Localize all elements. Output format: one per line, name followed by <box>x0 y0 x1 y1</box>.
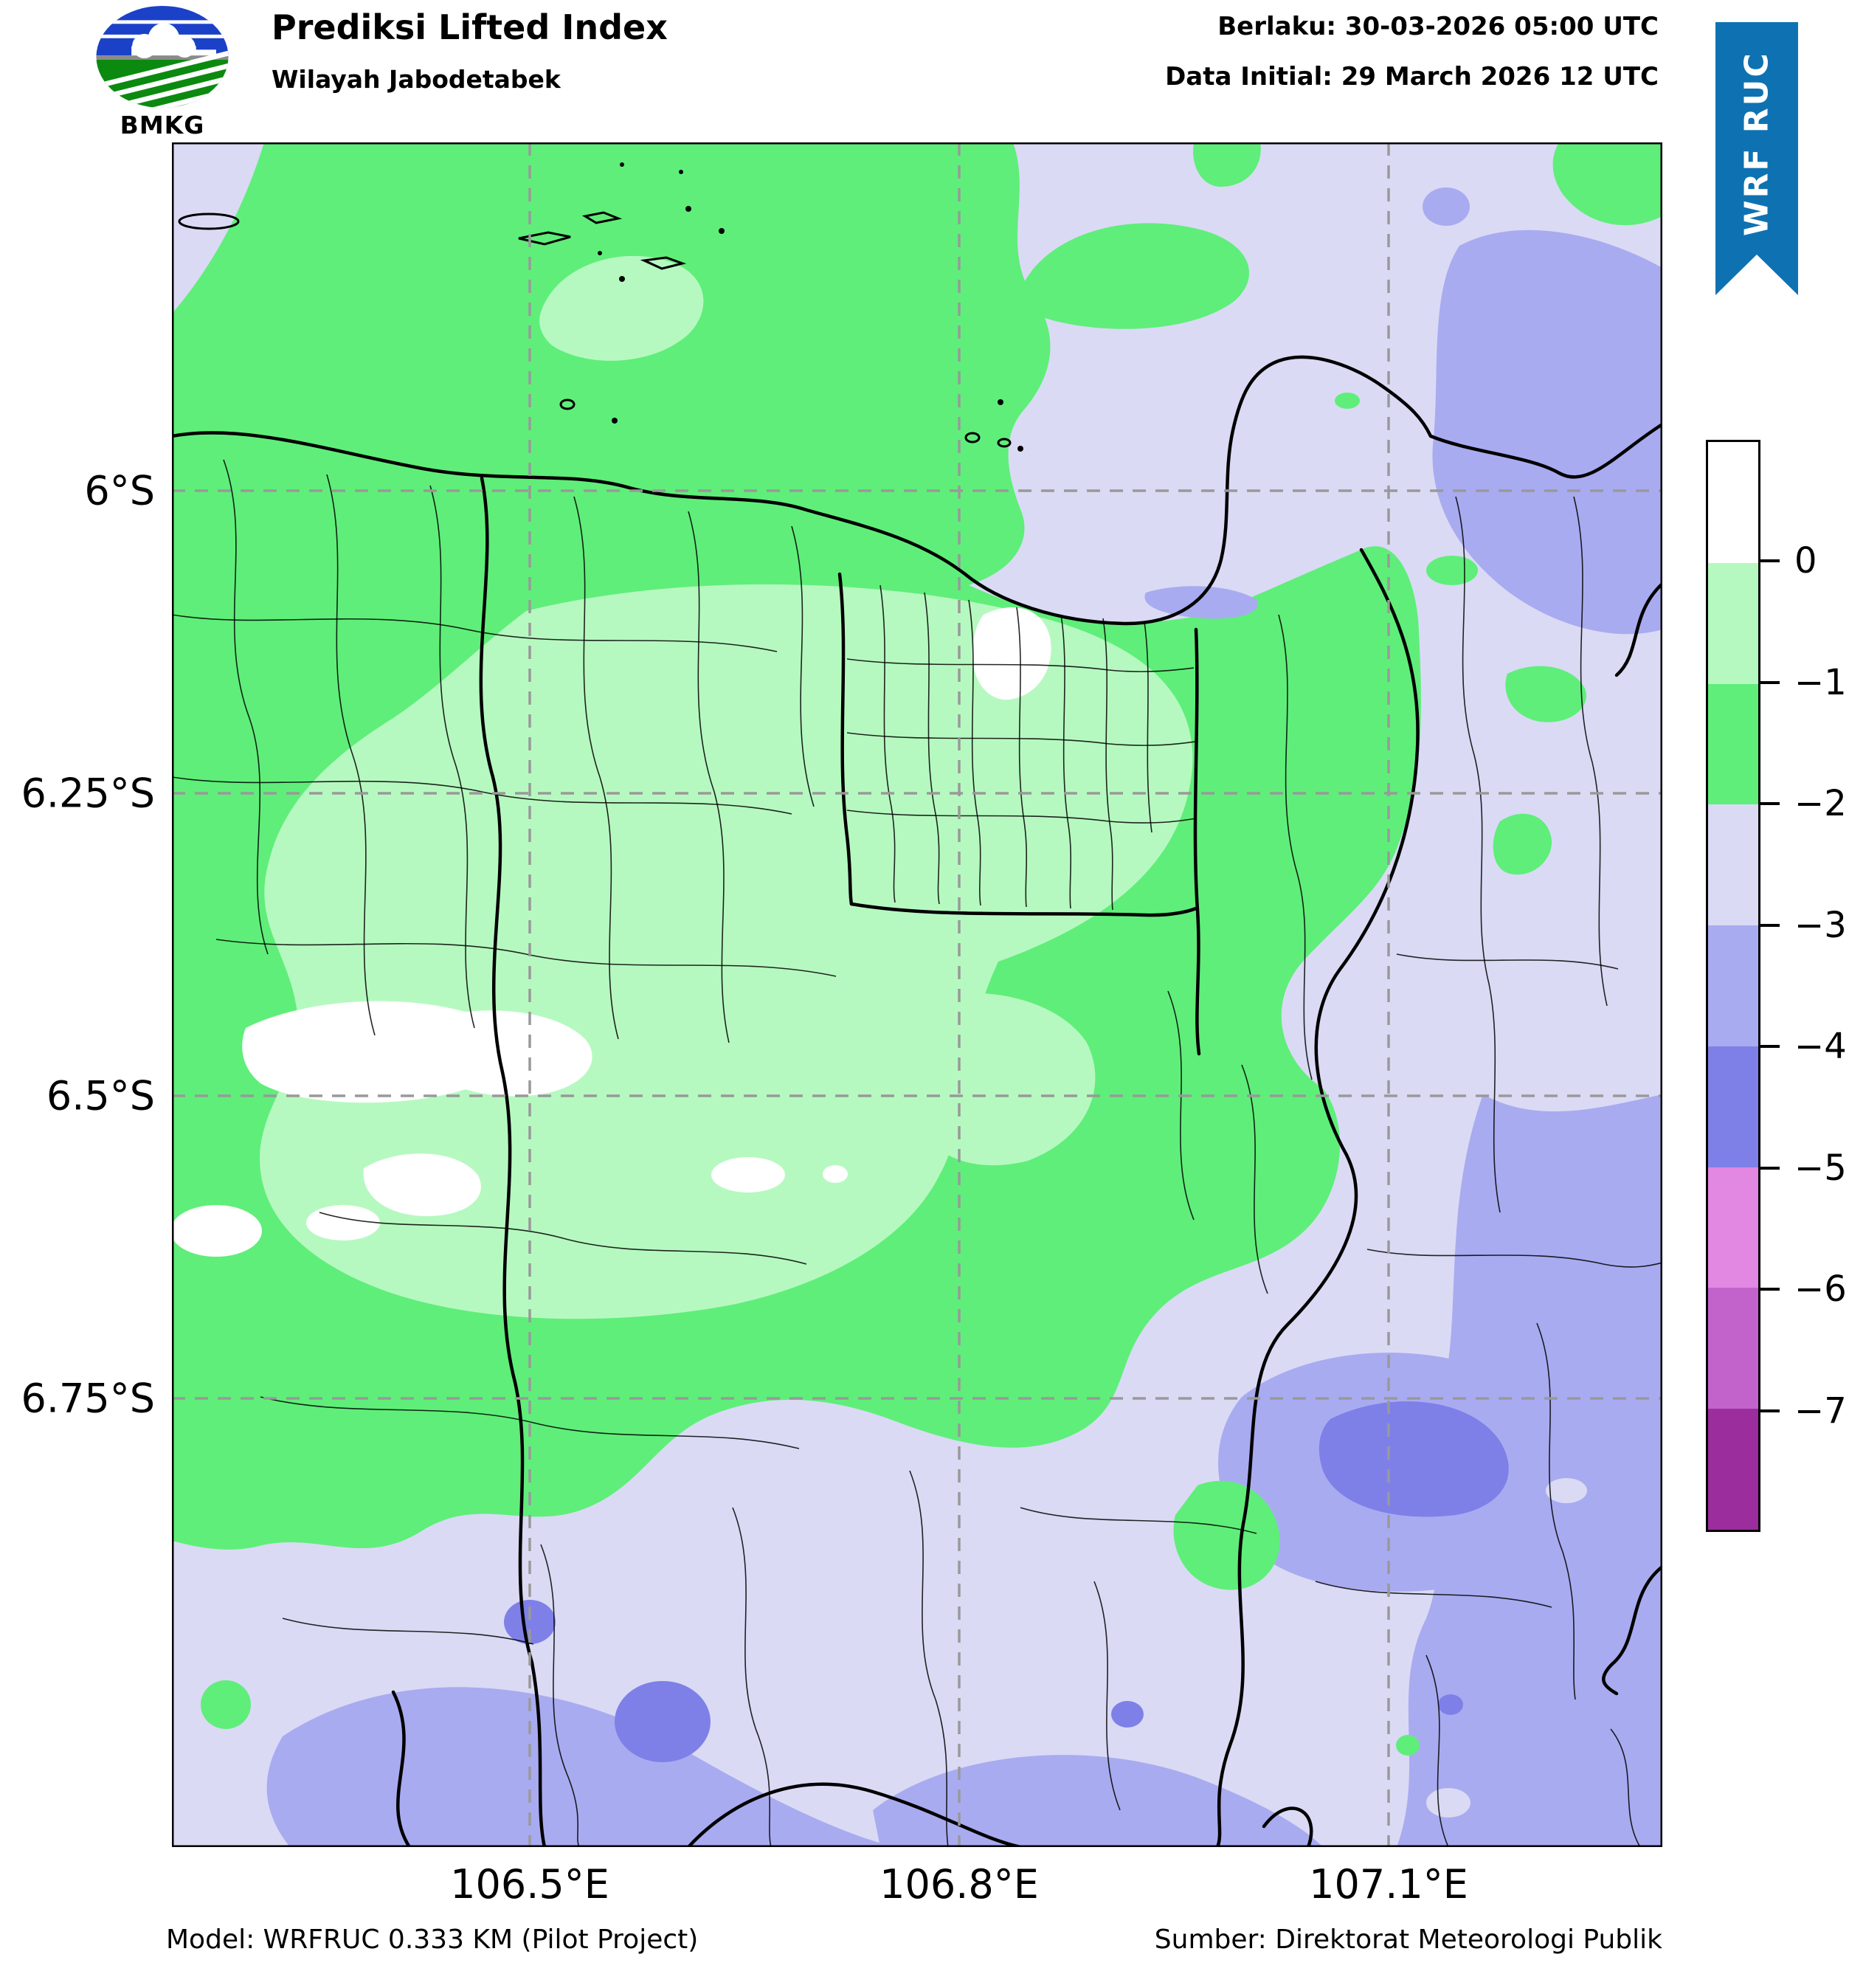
green-spot <box>1396 1735 1420 1756</box>
model-ribbon: WRF RUC <box>1715 0 1801 310</box>
blue-li-blob <box>1438 1694 1463 1715</box>
valid-time-label: Berlaku: 30-03-2026 05:00 UTC <box>1217 12 1659 41</box>
page-title: Prediksi Lifted Index <box>272 7 668 47</box>
page-subtitle: Wilayah Jabodetabek <box>272 65 561 94</box>
blue-li-blob <box>615 1681 711 1762</box>
colorbar-segment <box>1708 1409 1758 1530</box>
colorbar-tick-label: −6 <box>1794 1269 1847 1311</box>
bmkg-logo-label: BMKG <box>120 111 205 139</box>
white-li-patch <box>363 1153 481 1216</box>
colorbar-segment <box>1708 1167 1758 1288</box>
periwinkle-sea-region <box>1432 229 1662 635</box>
map-canvas <box>170 140 1665 1849</box>
y-axis-label: 6.5°S <box>46 1072 155 1119</box>
light-green-sea-patch <box>539 255 704 361</box>
colorbar-tick <box>1760 680 1780 684</box>
colorbar-tick-label: −2 <box>1794 783 1847 825</box>
x-axis-label: 106.5°E <box>450 1861 609 1908</box>
x-axis-label: 107.1°E <box>1309 1861 1468 1908</box>
colorbar-segment <box>1708 804 1758 926</box>
green-spot <box>201 1680 251 1729</box>
colorbar-tick-label: −3 <box>1794 904 1847 946</box>
periwinkle-blob <box>873 1755 1323 1847</box>
lifted-index-map <box>170 140 1665 1849</box>
colorbar-tick-label: −7 <box>1794 1390 1847 1432</box>
y-axis-label: 6.75°S <box>21 1375 155 1422</box>
colorbar-segment <box>1708 683 1758 805</box>
footer-model-label: Model: WRFRUC 0.333 KM (Pilot Project) <box>166 1925 699 1955</box>
white-li-patch-jakarta <box>972 607 1051 700</box>
green-sea-blob <box>1019 223 1249 329</box>
bmkg-logo: BMKG <box>92 4 232 139</box>
coastline-and-province-borders <box>170 355 1665 1849</box>
colorbar-tick <box>1760 559 1780 563</box>
white-li-patch <box>421 1010 592 1097</box>
green-spot <box>1426 556 1478 585</box>
green-sea-blob <box>1552 142 1662 226</box>
white-li-patch <box>711 1157 785 1193</box>
y-axis-label: 6°S <box>84 467 155 514</box>
blue-li-blob <box>1111 1701 1144 1728</box>
colorbar-segments <box>1708 442 1758 1530</box>
y-axis-label: 6.25°S <box>21 770 155 817</box>
graticule <box>172 142 1662 1847</box>
data-initial-label: Data Initial: 29 March 2026 12 UTC <box>1165 62 1659 92</box>
admin-boundaries-thin <box>171 459 1663 1848</box>
light-green-patch <box>903 993 1096 1166</box>
lavender-spot <box>1546 1478 1587 1503</box>
green-spot <box>1505 666 1586 722</box>
colorbar-segment <box>1708 1288 1758 1409</box>
islands <box>178 162 1023 452</box>
coastline <box>170 355 1665 626</box>
colorbar-tick <box>1760 923 1780 927</box>
periwinkle-blob <box>418 1743 504 1847</box>
white-li-patch <box>306 1205 380 1240</box>
green-spot <box>1173 1480 1280 1590</box>
colorbar-tick-label: −4 <box>1794 1026 1847 1068</box>
x-axis-label: 106.8°E <box>879 1861 1039 1908</box>
colorbar-tick-label: 0 <box>1794 540 1817 582</box>
ribbon-label: WRF RUC <box>1738 51 1776 237</box>
colorbar-segment <box>1708 925 1758 1046</box>
colorbar-tick <box>1760 1409 1780 1412</box>
colorbar-tick <box>1760 1288 1780 1291</box>
colorbar-tick-label: −1 <box>1794 661 1847 703</box>
colorbar <box>1706 440 1760 1532</box>
white-li-patch <box>170 1205 262 1257</box>
green-spot <box>1493 813 1552 875</box>
colorbar-tick-label: −5 <box>1794 1147 1847 1189</box>
blue-li-blob <box>504 1600 556 1644</box>
colorbar-tick <box>1760 1166 1780 1170</box>
colorbar-segment <box>1708 1046 1758 1167</box>
bmkg-logo-icon <box>96 5 229 108</box>
footer-source-label: Sumber: Direktorat Meteorologi Publik <box>1154 1925 1662 1955</box>
periwinkle-spot <box>1423 187 1470 226</box>
white-li-patch <box>823 1165 848 1183</box>
lavender-spot <box>1426 1788 1470 1818</box>
ribbon-banner-icon <box>1715 22 1798 295</box>
colorbar-segment <box>1708 562 1758 684</box>
green-sea-blob <box>1193 142 1261 187</box>
periwinkle-bay-smudge <box>1144 586 1258 619</box>
blue-li-blob <box>1319 1401 1509 1517</box>
colorbar-tick <box>1760 1045 1780 1049</box>
colorbar-tick <box>1760 802 1780 806</box>
colorbar-segment <box>1708 442 1758 563</box>
green-spot <box>1335 393 1360 409</box>
